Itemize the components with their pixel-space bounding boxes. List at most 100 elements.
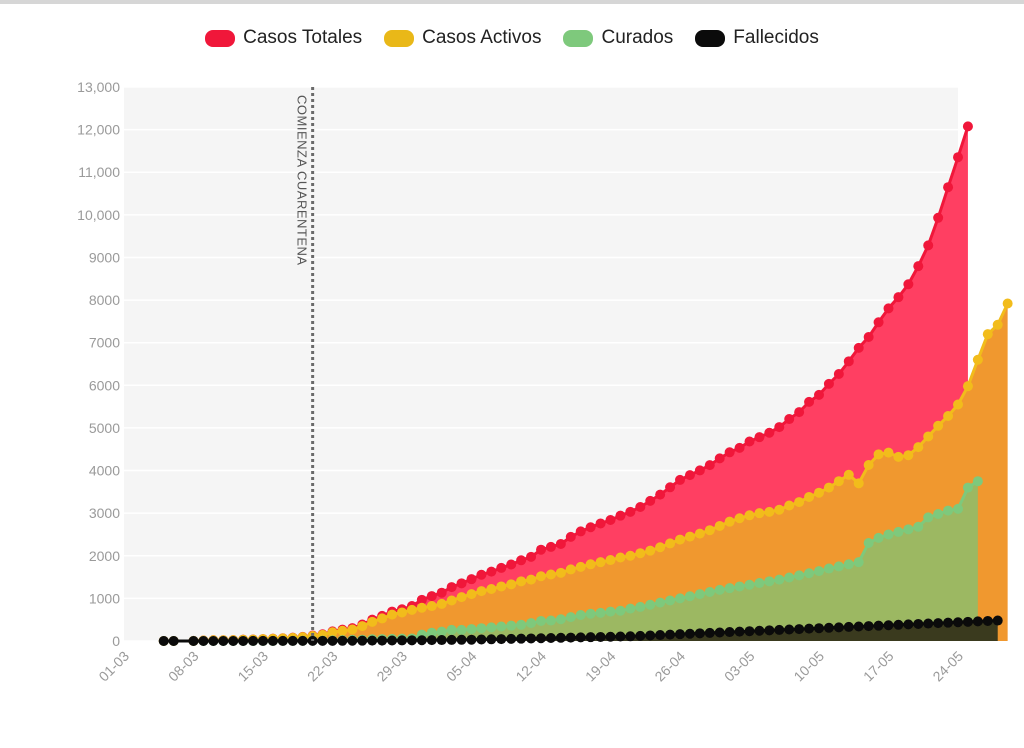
point-curados[interactable]	[575, 610, 586, 621]
point-casos-totales[interactable]	[714, 453, 725, 464]
point-fallecidos[interactable]	[833, 622, 844, 633]
point-curados[interactable]	[933, 509, 944, 520]
point-casos-totales[interactable]	[744, 436, 755, 447]
legend-item-casos-activos[interactable]: Casos Activos	[384, 27, 541, 49]
point-fallecidos[interactable]	[794, 624, 805, 635]
legend-item-casos-totales[interactable]: Casos Totales	[205, 27, 362, 49]
point-fallecidos[interactable]	[297, 635, 308, 646]
point-casos-totales[interactable]	[863, 331, 874, 342]
point-casos-activos[interactable]	[923, 431, 934, 442]
point-casos-totales[interactable]	[426, 591, 437, 602]
point-casos-totales[interactable]	[506, 559, 517, 570]
point-fallecidos[interactable]	[933, 618, 944, 629]
point-casos-totales[interactable]	[516, 555, 527, 566]
point-casos-totales[interactable]	[794, 407, 805, 418]
point-curados[interactable]	[426, 627, 437, 638]
point-casos-activos[interactable]	[645, 545, 656, 556]
point-fallecidos[interactable]	[823, 622, 834, 633]
point-fallecidos[interactable]	[595, 631, 606, 642]
point-casos-activos[interactable]	[476, 586, 487, 597]
point-curados[interactable]	[645, 599, 656, 610]
point-casos-activos[interactable]	[536, 571, 546, 582]
point-fallecidos[interactable]	[208, 636, 219, 646]
point-fallecidos[interactable]	[754, 625, 765, 636]
point-fallecidos[interactable]	[615, 631, 626, 642]
point-casos-activos[interactable]	[843, 469, 854, 480]
point-fallecidos[interactable]	[416, 635, 427, 646]
point-casos-activos[interactable]	[367, 616, 378, 627]
point-casos-activos[interactable]	[704, 525, 715, 536]
point-curados[interactable]	[883, 529, 894, 540]
point-casos-activos[interactable]	[516, 576, 527, 587]
point-casos-activos[interactable]	[962, 381, 973, 392]
point-casos-activos[interactable]	[565, 564, 576, 575]
point-casos-activos[interactable]	[972, 354, 983, 365]
point-casos-totales[interactable]	[684, 470, 695, 481]
point-curados[interactable]	[655, 597, 666, 608]
point-curados[interactable]	[784, 572, 795, 583]
point-casos-totales[interactable]	[903, 279, 914, 290]
point-fallecidos[interactable]	[476, 634, 487, 645]
point-fallecidos[interactable]	[486, 634, 497, 645]
point-curados[interactable]	[863, 537, 874, 548]
point-curados[interactable]	[923, 512, 934, 523]
point-fallecidos[interactable]	[267, 635, 278, 646]
point-curados[interactable]	[526, 618, 537, 629]
point-casos-activos[interactable]	[426, 601, 437, 612]
point-casos-activos[interactable]	[337, 625, 348, 636]
point-casos-totales[interactable]	[883, 303, 894, 314]
point-casos-totales[interactable]	[764, 427, 775, 438]
point-curados[interactable]	[953, 503, 963, 514]
point-casos-totales[interactable]	[933, 212, 944, 223]
point-fallecidos[interactable]	[555, 632, 566, 643]
point-casos-activos[interactable]	[694, 528, 705, 539]
point-fallecidos[interactable]	[248, 635, 259, 646]
point-fallecidos[interactable]	[744, 626, 755, 637]
point-fallecidos[interactable]	[784, 624, 795, 635]
point-curados[interactable]	[496, 621, 507, 632]
point-curados[interactable]	[635, 601, 646, 612]
point-casos-totales[interactable]	[734, 442, 745, 453]
point-fallecidos[interactable]	[357, 635, 368, 646]
point-fallecidos[interactable]	[277, 635, 288, 646]
point-casos-activos[interactable]	[416, 602, 427, 613]
point-fallecidos[interactable]	[526, 633, 537, 644]
point-fallecidos[interactable]	[665, 629, 676, 640]
point-curados[interactable]	[873, 532, 884, 543]
point-casos-totales[interactable]	[694, 465, 705, 476]
point-casos-totales[interactable]	[962, 121, 973, 132]
point-curados[interactable]	[972, 476, 983, 487]
point-fallecidos[interactable]	[397, 635, 407, 646]
point-fallecidos[interactable]	[516, 633, 527, 644]
point-curados[interactable]	[833, 561, 844, 572]
point-casos-totales[interactable]	[804, 396, 815, 407]
point-casos-totales[interactable]	[843, 356, 854, 367]
point-casos-activos[interactable]	[744, 510, 755, 521]
point-fallecidos[interactable]	[605, 631, 616, 642]
point-curados[interactable]	[794, 570, 805, 581]
point-fallecidos[interactable]	[317, 635, 328, 646]
point-casos-activos[interactable]	[605, 555, 616, 566]
point-curados[interactable]	[615, 605, 626, 616]
point-fallecidos[interactable]	[814, 623, 824, 634]
point-fallecidos[interactable]	[347, 635, 358, 646]
point-curados[interactable]	[476, 623, 487, 634]
point-casos-activos[interactable]	[903, 450, 914, 461]
point-casos-totales[interactable]	[476, 569, 487, 580]
point-casos-activos[interactable]	[387, 609, 398, 620]
point-fallecidos[interactable]	[367, 635, 378, 646]
point-casos-activos[interactable]	[943, 410, 954, 421]
point-casos-totales[interactable]	[545, 541, 556, 552]
point-fallecidos[interactable]	[377, 635, 388, 646]
point-casos-activos[interactable]	[853, 478, 864, 489]
point-curados[interactable]	[754, 578, 765, 589]
point-casos-totales[interactable]	[625, 506, 636, 517]
point-casos-activos[interactable]	[436, 598, 447, 609]
point-casos-totales[interactable]	[913, 261, 924, 272]
point-fallecidos[interactable]	[724, 627, 735, 638]
point-curados[interactable]	[555, 614, 566, 625]
point-fallecidos[interactable]	[635, 630, 646, 641]
point-casos-totales[interactable]	[923, 240, 934, 251]
point-fallecidos[interactable]	[456, 634, 467, 645]
point-casos-activos[interactable]	[883, 447, 894, 458]
